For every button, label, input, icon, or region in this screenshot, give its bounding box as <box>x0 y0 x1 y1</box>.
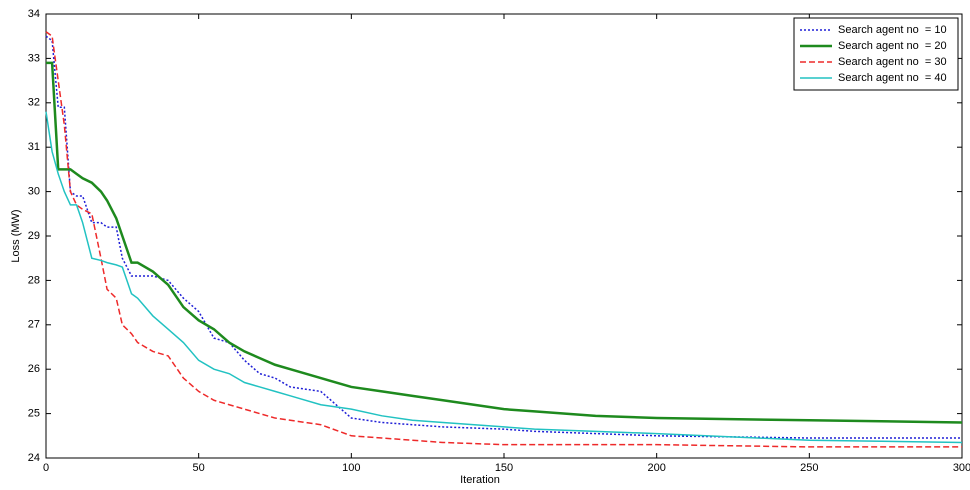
y-tick-label: 24 <box>28 452 40 464</box>
x-tick-label: 200 <box>647 462 665 474</box>
y-tick-label: 31 <box>28 141 40 153</box>
series-line <box>45 111 963 444</box>
series-line <box>45 31 962 448</box>
y-axis-label: Loss (MW) <box>10 209 22 262</box>
legend-label: Search agent no = 40 <box>838 72 947 84</box>
series-line <box>46 61 963 424</box>
x-axis-label: Iteration <box>460 474 500 486</box>
y-tick-label: 25 <box>28 408 40 420</box>
y-tick-label: 26 <box>28 363 40 375</box>
x-tick-label: 50 <box>193 462 205 474</box>
x-tick-label: 250 <box>800 462 818 474</box>
y-tick-label: 33 <box>28 52 40 64</box>
y-tick-label: 28 <box>28 274 40 286</box>
x-tick-label: 0 <box>43 462 49 474</box>
y-tick-label: 27 <box>28 319 40 331</box>
legend-label: Search agent no = 10 <box>838 24 947 36</box>
legend-label: Search agent no = 30 <box>838 56 947 68</box>
y-tick-label: 30 <box>28 186 40 198</box>
series-line <box>45 35 962 439</box>
x-tick-label: 100 <box>342 462 360 474</box>
x-tick-label: 300 <box>953 462 970 474</box>
y-tick-label: 34 <box>28 8 40 20</box>
legend-label: Search agent no = 20 <box>838 40 947 52</box>
y-tick-label: 32 <box>28 97 40 109</box>
x-tick-label: 150 <box>495 462 513 474</box>
y-tick-label: 29 <box>28 230 40 242</box>
